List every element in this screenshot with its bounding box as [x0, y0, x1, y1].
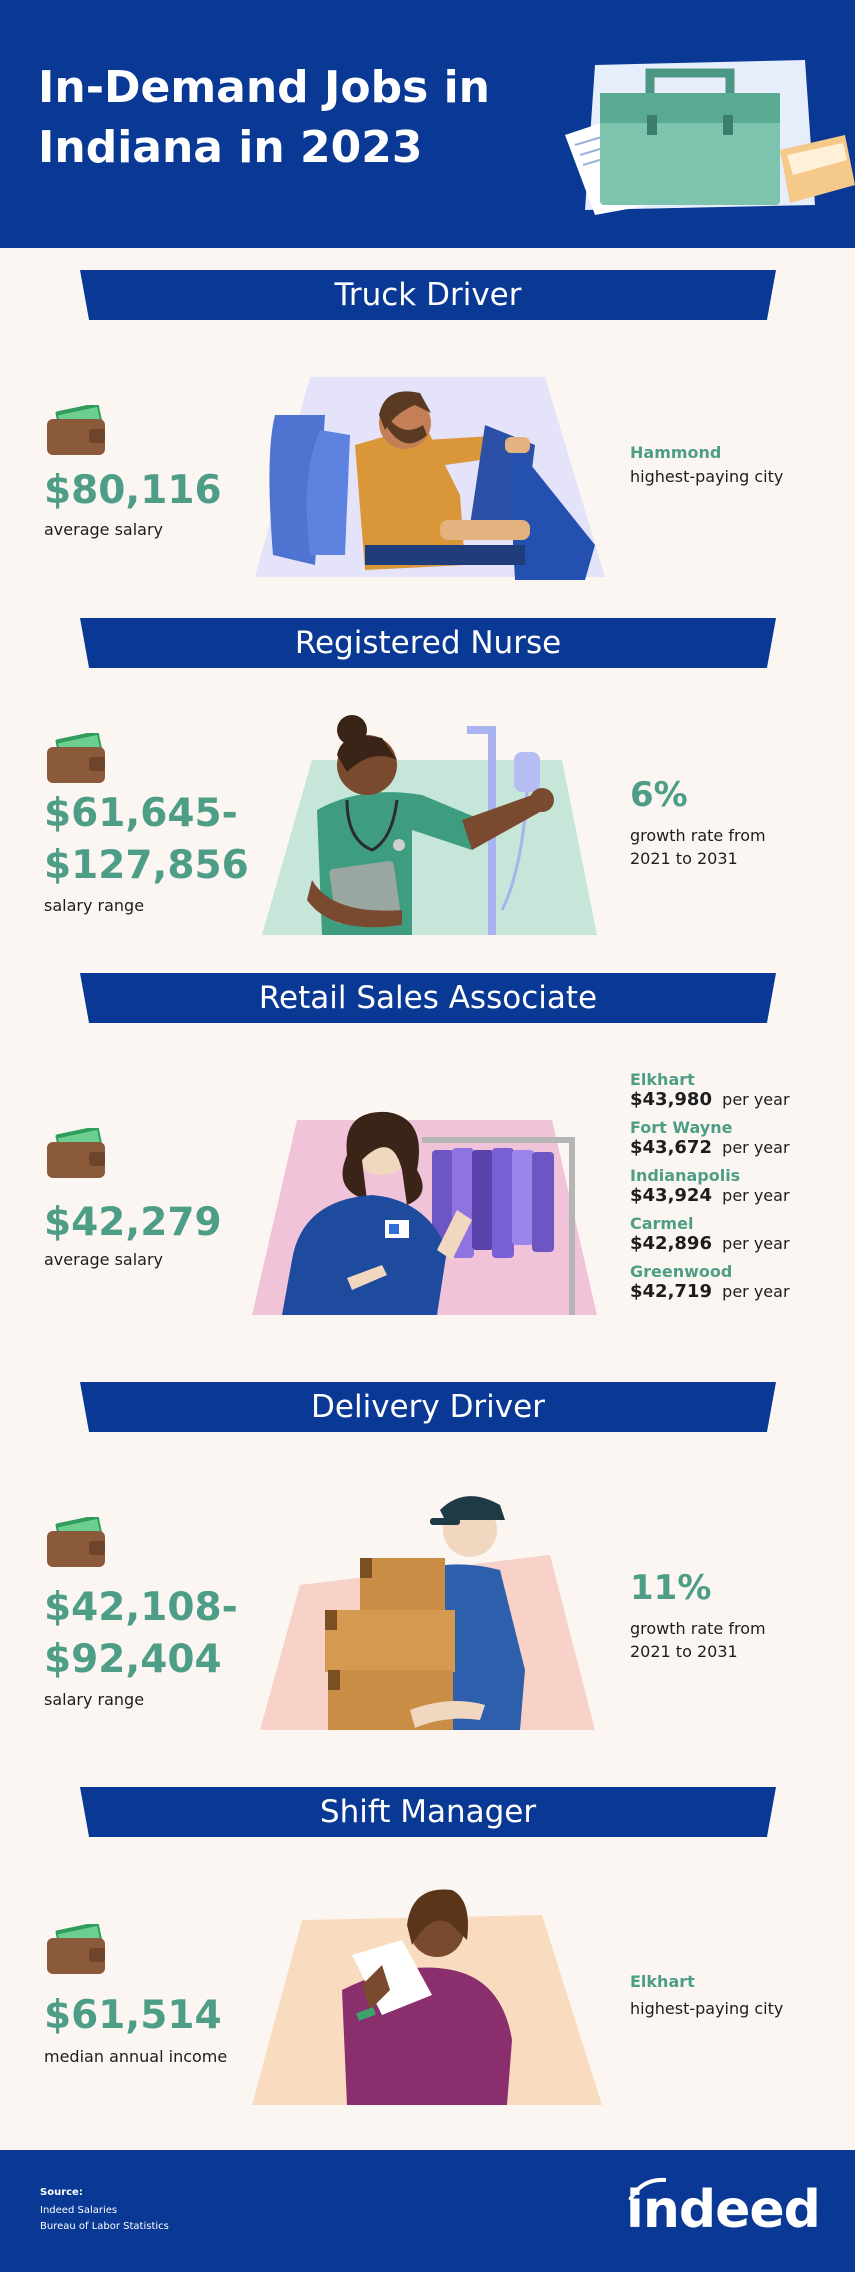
retail-city-list: Elkhart $43,980 per year Fort Wayne $43,… — [630, 1070, 840, 1302]
truck-driver-top-city-label: highest-paying city — [630, 467, 784, 486]
shift-manager-top-city-label: highest-paying city — [630, 1999, 784, 2018]
section-title-truck-driver: Truck Driver — [80, 270, 776, 320]
per-year: per year — [722, 1282, 790, 1301]
nurse-growth-label-1: growth rate from — [630, 826, 766, 845]
shift-manager-illustration — [252, 1889, 602, 2105]
delivery-growth-label-2: 2021 to 2031 — [630, 1642, 738, 1661]
city-salary: $43,924 — [630, 1185, 712, 1206]
wallet-icon — [47, 1517, 105, 1567]
section-title-delivery-driver: Delivery Driver — [80, 1382, 776, 1432]
delivery-salary-low: $42,108- — [44, 1585, 238, 1630]
briefcase-icon — [565, 60, 855, 215]
wallet-icon — [47, 733, 105, 783]
per-year: per year — [722, 1090, 790, 1109]
per-year: per year — [722, 1186, 790, 1205]
source-indeed-salaries: Indeed Salaries — [40, 2205, 118, 2216]
per-year: per year — [722, 1234, 790, 1253]
page-title: In-Demand Jobs in Indiana in 2023 — [38, 62, 491, 173]
city-name: Greenwood — [630, 1262, 733, 1281]
retail-salary-label: average salary — [44, 1250, 164, 1269]
city-item: Greenwood $42,719 per year — [630, 1262, 840, 1302]
section-title-registered-nurse: Registered Nurse — [80, 618, 776, 668]
nurse-illustration — [262, 715, 597, 935]
section-title-shift-manager: Shift Manager — [80, 1787, 776, 1837]
source-bls: Bureau of Labor Statistics — [40, 2221, 169, 2232]
retail-illustration — [252, 1111, 597, 1315]
shift-manager-top-city: Elkhart — [630, 1972, 695, 1991]
truck-driver-salary-label: average salary — [44, 520, 164, 539]
city-salary: $42,896 — [630, 1233, 712, 1254]
section-title-retail-sales-associate: Retail Sales Associate — [80, 973, 776, 1023]
city-item: Carmel $42,896 per year — [630, 1214, 840, 1254]
delivery-growth-label-1: growth rate from — [630, 1619, 766, 1638]
city-name: Carmel — [630, 1214, 694, 1233]
truck-driver-salary: $80,116 — [44, 468, 222, 513]
per-year: per year — [722, 1138, 790, 1157]
nurse-growth-rate: 6% — [630, 775, 688, 815]
city-item: Elkhart $43,980 per year — [630, 1070, 840, 1110]
city-salary: $43,980 — [630, 1089, 712, 1110]
city-name: Elkhart — [630, 1070, 695, 1089]
city-item: Indianapolis $43,924 per year — [630, 1166, 840, 1206]
indeed-logo: indeed — [626, 2180, 821, 2240]
city-item: Fort Wayne $43,672 per year — [630, 1118, 840, 1158]
delivery-salary-high: $92,404 — [44, 1637, 222, 1682]
wallet-icon — [47, 1924, 105, 1974]
truck-driver-top-city: Hammond — [630, 443, 722, 462]
shift-manager-income: $61,514 — [44, 1993, 222, 2038]
wallet-icon — [47, 405, 105, 455]
nurse-growth-label-2: 2021 to 2031 — [630, 849, 738, 868]
nurse-salary-high: $127,856 — [44, 843, 249, 888]
delivery-growth-rate: 11% — [630, 1568, 712, 1608]
footer — [0, 2150, 855, 2272]
retail-salary: $42,279 — [44, 1200, 222, 1245]
source-label: Source: — [40, 2187, 83, 2198]
city-name: Indianapolis — [630, 1166, 741, 1185]
header: In-Demand Jobs in Indiana in 2023 — [0, 0, 855, 248]
nurse-salary-low: $61,645- — [44, 791, 238, 836]
delivery-salary-label: salary range — [44, 1690, 145, 1709]
truck-driver-illustration — [255, 377, 605, 580]
wallet-icon — [47, 1128, 105, 1178]
city-name: Fort Wayne — [630, 1118, 733, 1137]
city-salary: $43,672 — [630, 1137, 712, 1158]
delivery-driver-illustration — [260, 1496, 595, 1730]
nurse-salary-label: salary range — [44, 896, 145, 915]
indeed-logo-arc — [628, 2177, 667, 2202]
shift-manager-income-label: median annual income — [44, 2047, 228, 2066]
city-salary: $42,719 — [630, 1281, 712, 1302]
